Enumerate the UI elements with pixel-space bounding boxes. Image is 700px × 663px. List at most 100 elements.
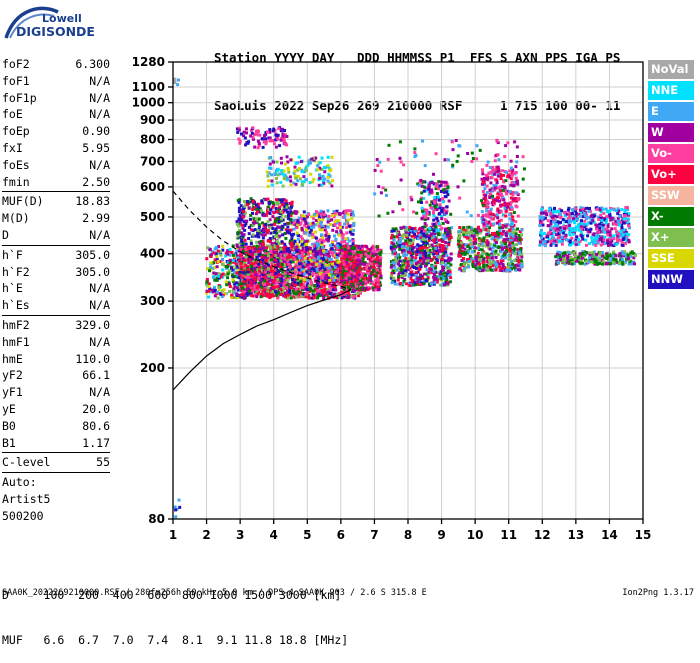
echo-point: [290, 237, 293, 240]
echo-point: [433, 229, 436, 232]
echo-point: [298, 262, 301, 265]
echo-point: [287, 217, 290, 220]
echo-point: [467, 250, 470, 253]
echo-point: [246, 200, 249, 203]
echo-point: [348, 225, 351, 228]
echo-point: [290, 218, 293, 221]
echo-point: [433, 273, 436, 276]
echo-point: [314, 254, 317, 257]
echo-point: [503, 253, 506, 256]
echo-point: [341, 273, 344, 276]
echo-point: [242, 271, 245, 274]
echo-point: [488, 259, 491, 262]
echo-point: [432, 253, 435, 256]
echo-point: [419, 265, 422, 268]
echo-point: [336, 226, 339, 229]
echo-point: [237, 231, 240, 234]
echo-cluster: [457, 226, 524, 273]
echo-point: [285, 199, 288, 202]
echo-point: [209, 248, 212, 251]
echo-point: [271, 276, 274, 279]
echo-point: [351, 210, 354, 213]
echo-point: [312, 226, 315, 229]
echo-point: [311, 267, 314, 270]
echo-point: [247, 261, 250, 264]
echo-point: [401, 272, 404, 275]
echo-point: [513, 266, 516, 269]
echo-point: [514, 252, 517, 255]
echo-point: [258, 266, 261, 269]
echo-point: [269, 240, 272, 243]
echo-point: [416, 250, 419, 253]
echo-point: [245, 275, 248, 278]
echo-point: [270, 273, 273, 276]
echo-point: [339, 226, 342, 229]
echo-point: [457, 254, 460, 257]
echo-point: [493, 253, 496, 256]
echo-point: [508, 244, 511, 247]
echo-point: [205, 257, 208, 260]
echo-point: [227, 273, 230, 276]
echo-point: [422, 181, 425, 184]
echo-point: [269, 247, 272, 250]
echo-point: [448, 238, 451, 241]
echo-point: [410, 277, 413, 280]
echo-point: [345, 251, 348, 254]
echo-point: [350, 217, 353, 220]
echo-point: [372, 286, 375, 289]
echo-point: [391, 281, 394, 284]
echo-point: [243, 205, 246, 208]
echo-point: [406, 248, 409, 251]
echo-point: [270, 262, 273, 265]
echo-point: [242, 216, 245, 219]
echo-point: [280, 250, 283, 253]
echo-point: [438, 203, 441, 206]
echo-point: [374, 275, 377, 278]
echo-point: [296, 232, 299, 235]
echo-point: [372, 247, 375, 250]
echo-point: [261, 233, 264, 236]
echo-point: [301, 237, 304, 240]
echo-point: [402, 254, 405, 257]
echo-point: [221, 263, 224, 266]
echo-point: [419, 283, 422, 286]
echo-point: [326, 253, 329, 256]
echo-point: [315, 210, 318, 213]
echo-point: [291, 245, 294, 248]
echo-point: [271, 215, 274, 218]
echo-point: [367, 252, 370, 255]
echo-point: [432, 209, 435, 212]
echo-point: [288, 291, 291, 294]
echo-point: [264, 270, 267, 273]
echo-point: [343, 240, 346, 243]
echo-point: [421, 217, 424, 220]
echo-point: [328, 258, 331, 261]
echo-point: [251, 208, 254, 211]
echo-point: [248, 232, 251, 235]
echo-point: [353, 272, 356, 275]
echo-point: [228, 290, 231, 293]
echo-point: [418, 268, 421, 271]
echo-point: [262, 237, 265, 240]
echo-point: [334, 266, 337, 269]
echo-point: [333, 224, 336, 227]
echo-point: [347, 263, 350, 266]
echo-point: [301, 229, 304, 232]
echo-point: [256, 232, 259, 235]
echo-point: [508, 229, 511, 232]
echo-point: [335, 230, 338, 233]
echo-point: [288, 250, 291, 253]
echo-point: [518, 238, 521, 241]
echo-point: [403, 259, 406, 262]
echo-point: [293, 228, 296, 231]
echo-point: [292, 260, 295, 263]
echo-point: [423, 186, 426, 189]
echo-point: [501, 248, 504, 251]
echo-point: [331, 251, 334, 254]
echo-point: [250, 242, 253, 245]
echo-point: [405, 234, 408, 237]
echo-point: [417, 277, 420, 280]
echo-point: [338, 223, 341, 226]
echo-point: [312, 289, 315, 292]
echo-point: [438, 199, 441, 202]
